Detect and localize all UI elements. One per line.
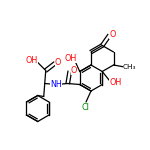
Text: CH₃: CH₃ [123,64,136,70]
Text: OH: OH [65,54,77,63]
Text: O: O [70,66,77,75]
Text: O: O [55,58,61,67]
Text: O: O [109,30,116,39]
Text: NH: NH [50,80,62,89]
Text: OH: OH [26,56,38,65]
Text: Cl: Cl [81,102,89,111]
Text: OH: OH [109,78,121,87]
